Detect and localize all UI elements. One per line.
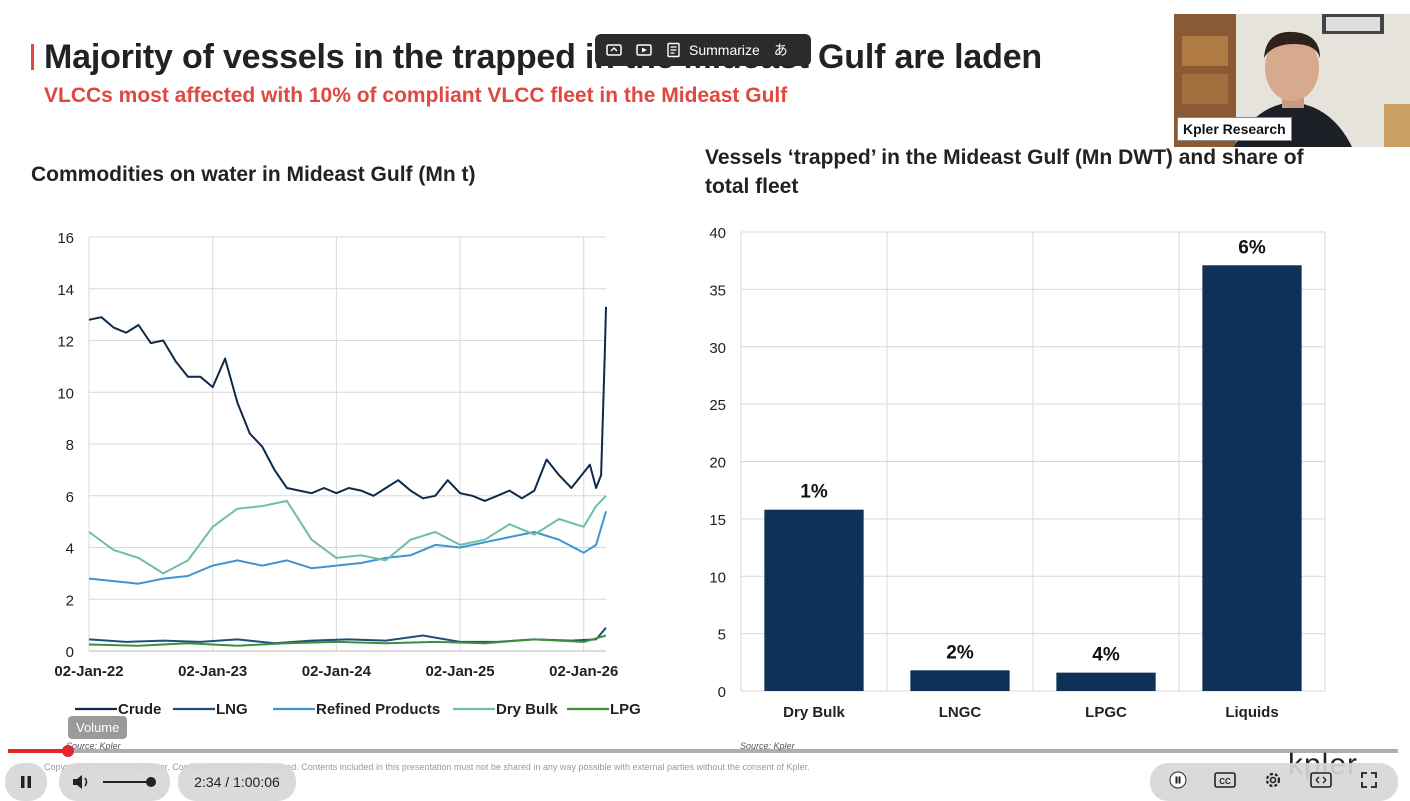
bar-data-label: 4% [1092,645,1120,666]
time-display: 2:34 / 1:00:06 [178,763,296,801]
line-chart-y-tick: 16 [57,230,74,247]
line-series-dry-bulk [88,495,607,575]
bar-chart-y-tick: 30 [709,340,726,357]
bar-chart-y-tick: 40 [709,225,726,242]
bar-chart-y-tick: 15 [709,512,726,529]
bar-category-label: LNGC [939,704,982,721]
line-chart-y-tick: 6 [66,489,74,506]
summarize-label: Summarize [689,42,760,58]
bar-chart-y-tick: 25 [709,397,726,414]
bar-chart: 0 5 10 15 20 25 30 35 40 1% Dry Bulk 2% LNGC 4% LPGC 6… [709,225,1326,721]
svg-text:CC: CC [1219,777,1231,786]
line-chart-y-tick: 14 [57,282,74,299]
captions-icon: CC [1214,771,1236,788]
line-chart-x-tick: 02-Jan-22 [54,663,123,680]
bar-chart-y-tick: 20 [709,455,726,472]
webcam-name-label: Kpler Research [1177,117,1292,141]
line-chart-y-tick: 12 [57,334,74,351]
line-chart-title: Commodities on water in Mideast Gulf (Mn… [31,163,476,186]
copyright-footer: Copyright © 2014 – 2025 Kpler. Confident… [44,762,810,772]
line-chart-y-tick: 4 [66,541,74,558]
legend-label: Crude [118,701,161,718]
bar-category-label: Liquids [1225,704,1278,721]
line-chart-y-tick: 10 [57,385,74,402]
line-chart: 0 2 4 6 8 10 12 14 16 02-Jan-22 02-Jan-23 02-Jan-2… [54,230,641,718]
volume-control[interactable] [59,763,170,801]
fullscreen-icon [1360,771,1377,788]
player-right-controls: CC [1150,763,1398,801]
title-accent-bar [31,44,34,70]
pause-button[interactable] [5,763,47,801]
bar-chart-y-tick: 10 [709,569,726,586]
legend-label: Dry Bulk [496,701,558,718]
legend-label: LNG [216,701,248,718]
summarize-icon [665,41,683,59]
settings-button[interactable] [1263,770,1283,795]
bar-chart-y-tick: 35 [709,282,726,299]
line-chart-x-tick: 02-Jan-26 [549,663,618,680]
legend-label: Refined Products [316,701,440,718]
theater-icon [1309,771,1332,788]
captions-button[interactable]: CC [1214,771,1236,794]
meeting-toolbar: Summarize あ [595,34,811,66]
bar-lpgc [1056,672,1156,691]
speaker-icon[interactable] [71,773,91,791]
screen-share-icon[interactable] [605,41,623,59]
pause-small-icon [1169,771,1187,788]
bar-chart-y-tick: 0 [718,684,726,701]
gear-icon [1265,772,1281,787]
summarize-button[interactable]: Summarize [665,41,760,59]
theater-button[interactable] [1309,771,1332,794]
bar-chart-source: Source: Kpler [740,741,795,751]
bar-data-label: 2% [946,642,974,663]
translate-icon[interactable]: あ [773,42,788,58]
bar-category-label: LPGC [1085,704,1127,721]
bar-chart-title: Vessels ‘trapped’ in the Mideast Gulf (M… [705,146,1304,198]
volume-slider[interactable] [101,775,161,789]
bar-dry-bulk [764,509,864,691]
progress-scrubber[interactable] [62,745,74,757]
line-chart-y-tick: 8 [66,437,74,454]
progress-bar-played [8,749,68,753]
record-icon[interactable] [635,41,653,59]
slide-title: Majority of vessels in the trapped in th… [44,38,1042,76]
line-chart-y-tick: 0 [66,644,74,661]
bar-chart-y-tick: 5 [718,627,726,644]
bar-data-label: 1% [800,482,828,503]
line-chart-y-tick: 2 [66,592,74,609]
line-chart-x-tick: 02-Jan-23 [178,663,247,680]
line-chart-x-tick: 02-Jan-25 [425,663,494,680]
slide-subtitle: VLCCs most affected with 10% of complian… [44,84,788,107]
pause-icon [21,776,31,788]
bar-liquids [1202,265,1302,691]
bar-data-label: 6% [1238,237,1266,258]
line-series-lng [88,627,607,645]
bar-lngc [910,670,1010,691]
bar-category-label: Dry Bulk [783,704,845,721]
line-series-crude [88,306,607,502]
legend-label: LPG [610,701,641,718]
progress-bar[interactable] [8,749,1398,753]
line-chart-x-tick: 02-Jan-24 [302,663,372,680]
line-series-refined-products [88,511,607,585]
line-chart-source: Source: Kpler [66,741,121,751]
miniplayer-button[interactable] [1169,771,1187,794]
volume-tooltip: Volume [68,716,128,739]
fullscreen-button[interactable] [1359,770,1379,795]
line-series-lpg [88,634,607,647]
